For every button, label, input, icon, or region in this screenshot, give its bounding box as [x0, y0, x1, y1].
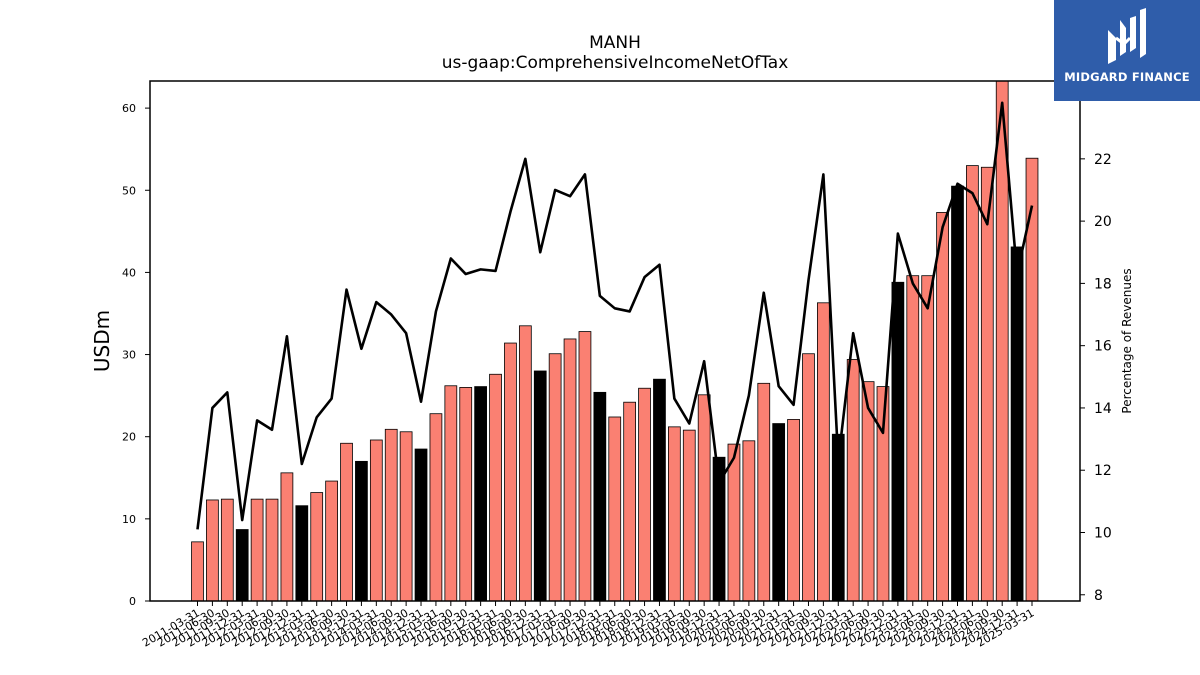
bar-2015-09-30: [459, 387, 473, 602]
y-tick-label: 10: [122, 513, 136, 526]
bar-2011-12-31: [235, 529, 249, 602]
bar-2017-03-31: [548, 353, 562, 602]
bar-2013-03-31: [310, 492, 324, 602]
y-tick-label: 60: [122, 102, 136, 115]
bar-2013-09-30: [340, 442, 353, 602]
bar-2018-03-31: [608, 416, 622, 602]
bar-2018-09-30: [638, 387, 651, 602]
y-tick-label: 30: [122, 349, 136, 362]
y-tick-label: 50: [122, 184, 136, 197]
bar-2018-06-30: [623, 401, 637, 602]
bar-2024-03-31: [966, 165, 979, 602]
y-axis-label-left: USDm: [90, 310, 114, 372]
y-tick-label: 20: [122, 431, 136, 444]
y-tick-label: 40: [122, 266, 136, 279]
bar-2015-03-31: [429, 413, 443, 602]
bar-2012-09-30: [280, 472, 294, 602]
chart-subtitle: us-gaap:ComprehensiveIncomeNetOfTax: [442, 53, 789, 73]
line-layer: [196, 101, 1034, 530]
brand-name: MIDGARD FINANCE: [1064, 70, 1190, 84]
y-right-tick-label: 20: [1094, 214, 1112, 230]
bar-2020-09-30: [757, 382, 771, 602]
bar-2021-06-30: [802, 353, 815, 602]
bar-2011-06-30: [206, 499, 219, 602]
bar-2020-03-31: [727, 443, 741, 602]
bar-2011-09-30: [220, 498, 234, 602]
brand-logo: MIDGARD FINANCE: [1054, 0, 1200, 101]
y-right-tick-label: 14: [1094, 401, 1112, 417]
bar-2012-03-31: [250, 498, 264, 602]
bar-2015-12-31: [474, 386, 487, 602]
bar-2020-06-30: [742, 440, 756, 602]
bar-2019-09-30: [697, 394, 711, 602]
bar-2016-12-31: [533, 370, 547, 602]
bar-2019-03-31: [668, 426, 681, 602]
bar-2013-12-31: [355, 460, 368, 602]
bar-2018-12-31: [653, 378, 666, 602]
bar-2023-12-31: [951, 185, 964, 602]
y-axis-right: 8 10 12 14 16 18 20 22: [1080, 152, 1112, 604]
bar-2017-09-30: [578, 331, 592, 602]
bar-2024-12-31: [1010, 246, 1024, 602]
bar-2020-12-31: [772, 423, 786, 602]
x-axis: 2011-03-312011-06-302011-09-302011-12-31…: [140, 601, 1037, 650]
bar-2019-06-30: [682, 429, 696, 602]
y-right-tick-label: 12: [1094, 463, 1112, 479]
y-right-tick-label: 18: [1094, 276, 1112, 292]
y-right-tick-label: 10: [1094, 525, 1112, 541]
bar-2012-06-30: [265, 498, 279, 602]
midgard-logo-icon: [1108, 8, 1146, 64]
y-axis-left: 0 10 20 30 40 50 60: [122, 102, 150, 608]
bar-2022-03-31: [846, 359, 860, 602]
bar-2022-12-31: [891, 281, 905, 602]
bar-2023-03-31: [906, 275, 920, 602]
bar-2016-06-30: [504, 342, 517, 602]
bar-2013-06-30: [325, 480, 338, 602]
bar-2014-12-31: [414, 448, 428, 602]
y-right-tick-label: 22: [1094, 152, 1112, 168]
bar-2017-12-31: [593, 391, 607, 602]
line-series-percentage: [196, 101, 1034, 530]
bar-2012-12-31: [295, 505, 309, 602]
bar-2021-03-31: [787, 419, 800, 602]
bar-2023-09-30: [936, 212, 949, 602]
bar-2011-03-31: [191, 541, 204, 602]
bar-2016-03-31: [489, 373, 502, 602]
chart-title: MANH: [589, 33, 641, 53]
bar-2023-06-30: [921, 275, 935, 602]
bar-2014-03-31: [369, 439, 383, 602]
bar-2014-06-30: [384, 428, 398, 602]
bar-2016-09-30: [518, 325, 532, 602]
bar-2014-09-30: [399, 431, 413, 602]
y-axis-label-right: Percentage of Revenues: [1120, 268, 1134, 413]
bars-layer: [191, 80, 1039, 602]
bar-2021-09-30: [817, 302, 830, 602]
y-right-tick-label: 16: [1094, 339, 1112, 355]
bar-2015-06-30: [444, 385, 458, 602]
bar-2017-06-30: [563, 338, 577, 602]
y-right-tick-label: 8: [1094, 588, 1103, 604]
y-tick-label: 0: [129, 595, 136, 608]
bar-2024-06-30: [980, 166, 994, 602]
